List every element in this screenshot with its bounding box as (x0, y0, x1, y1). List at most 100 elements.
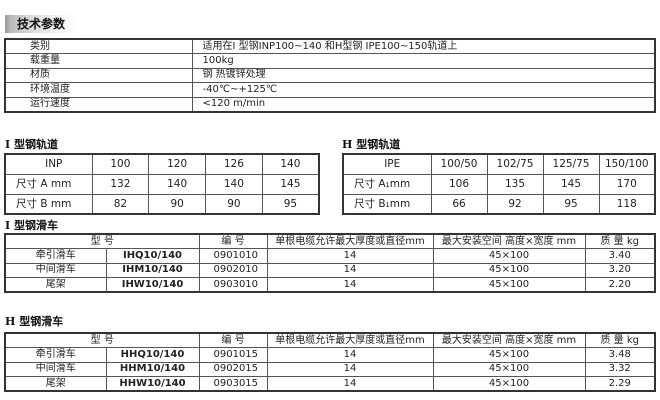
table-cell: 中间滑车 (4, 361, 107, 377)
table-cell: IHM10/140 (105, 262, 200, 278)
table-row: 中间滑车 HHM10/140 0902015 14 45×100 3.32 (4, 361, 656, 377)
table-cell: 45×100 (432, 277, 586, 293)
table-cell: 适用在I 型钢INP100~140 和H型钢 IPE100~150轨道上 (191, 38, 656, 54)
table-cell: 95 (261, 193, 320, 215)
table-cell: HHW10/140 (105, 376, 200, 392)
table-row: 尺寸 A mm 132 140 140 145 (4, 173, 320, 195)
spec-table: 类别 适用在I 型钢INP100~140 和H型钢 IPE100~150轨道上 载重… (4, 38, 656, 113)
table-cell: 牵引滑车 (4, 347, 107, 363)
table-cell: 14 (266, 277, 434, 293)
table-cell: 0901015 (198, 347, 268, 363)
table-row: 尺寸 B₁mm 66 92 95 118 (342, 193, 656, 215)
table-cell: 质 量 kg (584, 233, 656, 249)
table-cell: 型 号 (4, 233, 200, 249)
table-cell: 牵引滑车 (4, 248, 107, 264)
table-cell: 66 (430, 193, 488, 215)
table-row: 材质钢 热镀锌处理 (4, 67, 656, 83)
table-cell: 0903015 (198, 376, 268, 392)
table-cell: 140 (148, 173, 206, 195)
table-cell: 3.32 (584, 361, 656, 377)
table-cell: IHW10/140 (105, 277, 200, 293)
table-cell: 3.20 (584, 262, 656, 278)
table-row: 型 号编 号单根电缆允许最大厚度或直径mm 最大安装空间 高度×宽度 mm 质 量 … (4, 233, 656, 249)
table-cell: 125/75 (542, 153, 600, 175)
table-row: 尺寸 A₁mm 106 135 145 170 (342, 173, 656, 195)
table-row: 尾架 IHW10/140 0903010 14 45×100 2.20 (4, 277, 656, 293)
table-row: 环境温度 -40℃~+125℃ (4, 82, 656, 98)
table-cell: INP (4, 153, 93, 175)
table-cell: 3.48 (584, 347, 656, 363)
table-cell: 编 号 (198, 233, 268, 249)
table-cell: 126 (205, 153, 263, 175)
table-row: 载重量 100kg (4, 53, 656, 69)
table-cell: 0902015 (198, 361, 268, 377)
table-cell: 140 (205, 173, 263, 195)
table-cell: 140 (261, 153, 320, 175)
table-row: 型 号编 号单根电缆允许最大厚度或直径mm 最大安装空间 高度×宽度 mm 质 量 … (4, 332, 656, 348)
table-cell: 14 (266, 361, 434, 377)
table-row: 中间滑车 IHM10/140 0902010 14 45×100 3.20 (4, 262, 656, 278)
table-cell: 45×100 (432, 347, 586, 363)
table-cell: 45×100 (432, 376, 586, 392)
h-rail-table: IPE 100/50 102/75 125/75 150/100 尺寸 A₁mm 106 13… (342, 153, 656, 215)
table-cell: 环境温度 (4, 82, 193, 98)
table-row: 尾架 HHW10/140 0903015 14 45×100 2.29 (4, 376, 656, 392)
table-cell: 45×100 (432, 361, 586, 377)
table-cell: 2.20 (584, 277, 656, 293)
table-row: 尺寸 B mm 82 90 90 95 (4, 193, 320, 215)
table-cell: IPE (342, 153, 432, 175)
table-cell: 145 (542, 173, 600, 195)
table-row: INP 100 120 126 140 (4, 153, 320, 175)
i-trolley-heading: I 型钢滑车 (5, 219, 58, 232)
h-trolley-table: 型 号编 号单根电缆允许最大厚度或直径mm 最大安装空间 高度×宽度 mm 质 量 … (4, 332, 656, 392)
table-cell: -40℃~+125℃ (191, 82, 656, 98)
table-cell: 2.29 (584, 376, 656, 392)
table-cell: 14 (266, 248, 434, 264)
table-cell: 最大安装空间 高度×宽度 mm (432, 233, 586, 249)
table-cell: 载重量 (4, 53, 193, 69)
table-cell: 尺寸 A₁mm (342, 173, 432, 195)
table-cell: 0903010 (198, 277, 268, 293)
table-cell: 尺寸 B mm (4, 193, 93, 215)
table-cell: 45×100 (432, 248, 586, 264)
table-cell: 92 (486, 193, 544, 215)
table-cell: 尺寸 B₁mm (342, 193, 432, 215)
table-cell: 45×100 (432, 262, 586, 278)
table-cell: 106 (430, 173, 488, 195)
table-row: 牵引滑车 IHQ10/140 0901010 14 45×100 3.40 (4, 248, 656, 264)
table-cell: 102/75 (486, 153, 544, 175)
table-cell: 单根电缆允许最大厚度或直径mm (266, 332, 434, 348)
table-row: 类别 适用在I 型钢INP100~140 和H型钢 IPE100~150轨道上 (4, 38, 656, 54)
table-cell: 中间滑车 (4, 262, 107, 278)
table-cell: 编 号 (198, 332, 268, 348)
table-cell: 90 (148, 193, 206, 215)
table-cell: 材质 (4, 67, 193, 83)
i-trolley-table: 型 号编 号单根电缆允许最大厚度或直径mm 最大安装空间 高度×宽度 mm 质 量 … (4, 233, 656, 293)
h-rail-heading: H 型钢轨道 (342, 138, 401, 151)
table-cell: <120 m/min (191, 96, 656, 112)
table-cell: 尾架 (4, 277, 107, 293)
table-cell: 类别 (4, 38, 193, 54)
table-cell: 90 (205, 193, 263, 215)
table-cell: 3.40 (584, 248, 656, 264)
table-cell: 100/50 (430, 153, 488, 175)
table-cell: 单根电缆允许最大厚度或直径mm (266, 233, 434, 249)
table-cell: 170 (598, 173, 656, 195)
table-cell: 尾架 (4, 376, 107, 392)
table-cell: 0902010 (198, 262, 268, 278)
table-cell: HHM10/140 (105, 361, 200, 377)
table-cell: 14 (266, 376, 434, 392)
table-cell: 132 (91, 173, 150, 195)
table-cell: 尺寸 A mm (4, 173, 93, 195)
table-cell: HHQ10/140 (105, 347, 200, 363)
table-cell: 14 (266, 262, 434, 278)
table-cell: 运行速度 (4, 96, 193, 112)
table-cell: 100kg (191, 53, 656, 69)
table-cell: 120 (148, 153, 206, 175)
table-cell: 100 (91, 153, 150, 175)
table-cell: 钢 热镀锌处理 (191, 67, 656, 83)
i-rail-table: INP 100 120 126 140 尺寸 A mm 132 140 140 145 尺寸 B m… (4, 153, 320, 215)
i-rail-heading: I 型钢轨道 (5, 138, 58, 151)
table-cell: 14 (266, 347, 434, 363)
table-cell: 最大安装空间 高度×宽度 mm (432, 332, 586, 348)
